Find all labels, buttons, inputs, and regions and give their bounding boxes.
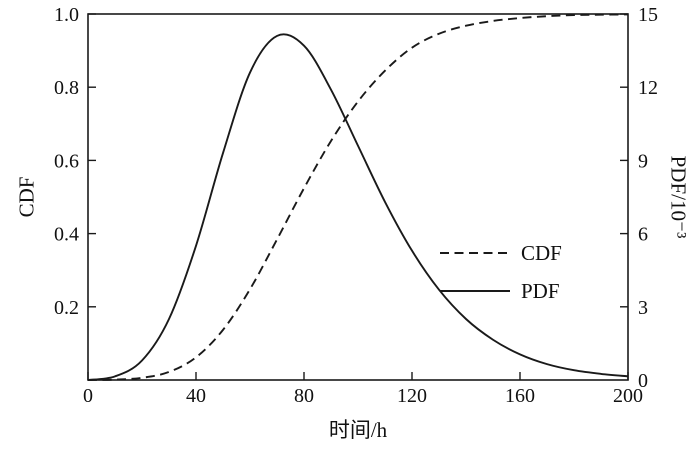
axes <box>87 13 629 381</box>
x-tick-label: 40 <box>186 385 206 407</box>
right-axis-title: PDF/10⁻³ <box>666 155 691 239</box>
left-y-tick-label: 0.2 <box>54 297 79 319</box>
left-y-tick-label: 0.4 <box>54 224 79 246</box>
x-tick-label: 80 <box>294 385 314 407</box>
x-tick-label: 200 <box>613 385 643 407</box>
left-axis-title: CDF <box>14 176 39 218</box>
cdf-curve <box>87 13 629 381</box>
pdf-curve <box>87 33 629 381</box>
right-y-tick-label: 3 <box>638 297 648 319</box>
right-y-tick-label: 6 <box>638 224 648 246</box>
tick-labels: 0 40 80 120 160 200 0.2 0.4 0.6 0.8 1.0 0 3 6 9 12 15 <box>54 4 658 407</box>
right-y-tick-label: 15 <box>638 4 658 26</box>
x-tick-label: 160 <box>505 385 535 407</box>
left-y-tick-label: 0.8 <box>54 77 79 99</box>
right-y-tick-label: 0 <box>638 370 648 392</box>
x-axis-title: 时间/h <box>328 418 388 442</box>
right-y-tick-label: 12 <box>638 77 658 99</box>
x-tick-label: 0 <box>83 385 93 407</box>
left-y-tick-label: 0.6 <box>54 150 79 172</box>
left-y-tick-label: 1.0 <box>54 4 79 26</box>
legend-pdf-label: PDF <box>521 279 560 303</box>
legend: CDF PDF <box>440 241 562 303</box>
right-y-tick-label: 9 <box>638 150 648 172</box>
legend-cdf-label: CDF <box>521 241 562 265</box>
x-tick-label: 120 <box>397 385 427 407</box>
tick-marks <box>87 13 629 380</box>
